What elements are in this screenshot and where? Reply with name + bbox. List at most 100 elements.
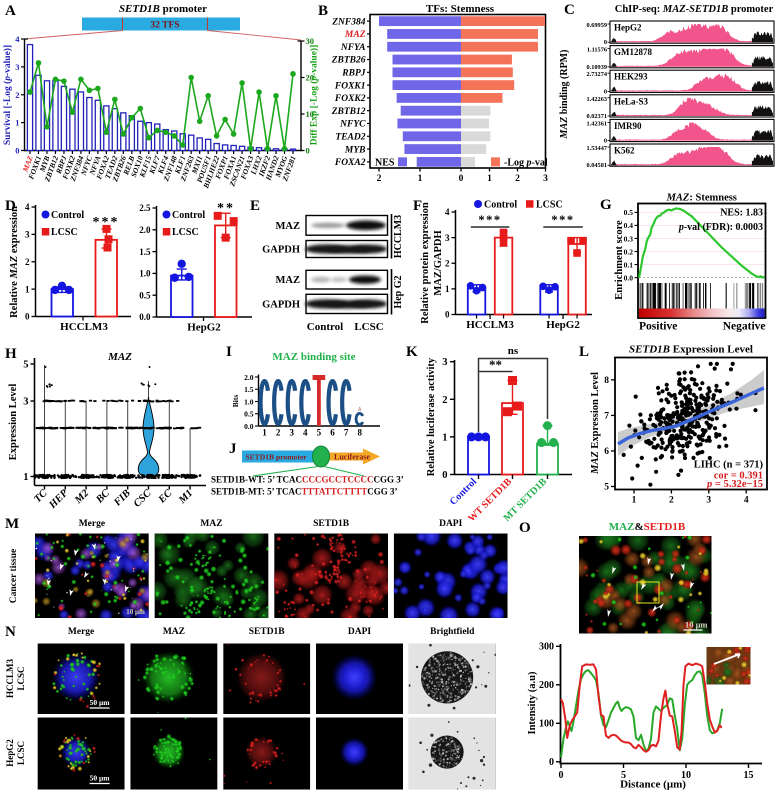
svg-text:I: I [226, 344, 232, 360]
svg-text:4: 4 [25, 202, 30, 212]
svg-text:LCSC: LCSC [16, 666, 26, 690]
svg-text:HepG2: HepG2 [5, 739, 15, 767]
svg-text:3: 3 [442, 357, 447, 368]
svg-text:0.5: 0.5 [624, 208, 634, 217]
svg-text:Merge: Merge [79, 519, 105, 529]
svg-text:LCSC: LCSC [354, 321, 383, 333]
svg-text:0.10939: 0.10939 [587, 64, 607, 71]
svg-text:cor = 0.391: cor = 0.391 [714, 471, 763, 482]
svg-text:Merge: Merge [68, 627, 94, 637]
svg-text:2: 2 [515, 174, 520, 184]
svg-text:3: 3 [445, 233, 450, 243]
svg-text:LCSC: LCSC [16, 741, 26, 765]
svg-text:HepG2: HepG2 [614, 23, 642, 33]
svg-text:300: 300 [539, 642, 554, 653]
svg-text:SETD1B: SETD1B [249, 627, 286, 637]
svg-text:7: 7 [344, 428, 349, 438]
svg-text:10: 10 [306, 109, 315, 119]
svg-text:MAZ binding (RPM): MAZ binding (RPM) [559, 50, 570, 140]
svg-text:0: 0 [15, 146, 19, 156]
svg-text:K: K [406, 344, 418, 360]
svg-text:0: 0 [25, 312, 30, 322]
svg-text:2.0: 2.0 [244, 373, 254, 382]
svg-text:0.02371: 0.02371 [587, 113, 607, 120]
svg-text:1: 1 [23, 472, 28, 483]
svg-text:ZNF384: ZNF384 [331, 17, 366, 27]
svg-text:O: O [519, 520, 531, 536]
svg-text:HepG2: HepG2 [187, 322, 221, 334]
svg-text:SETD1B: SETD1B [313, 519, 350, 529]
svg-text:G: G [600, 197, 612, 213]
svg-text:ChIP-seq: MAZ-SETD1B promoter: ChIP-seq: MAZ-SETD1B promoter [615, 4, 774, 15]
svg-text:HCCLM3: HCCLM3 [466, 319, 514, 331]
svg-text:0: 0 [604, 138, 607, 145]
svg-text:7: 7 [604, 411, 609, 421]
svg-text:FOXK2: FOXK2 [334, 94, 366, 104]
svg-text:**: ** [489, 357, 502, 372]
svg-text:p = 5.32e−15: p = 5.32e−15 [706, 479, 763, 490]
svg-text:0: 0 [445, 310, 450, 320]
svg-text:DAPI: DAPI [348, 627, 372, 637]
svg-text:B: B [318, 3, 328, 19]
svg-text:HCCLM3: HCCLM3 [60, 321, 108, 333]
svg-text:Intensity (a.u): Intensity (a.u) [527, 671, 538, 735]
svg-text:NFYC: NFYC [339, 120, 366, 130]
svg-text:NES: NES [375, 157, 395, 168]
svg-text:15: 15 [744, 770, 754, 781]
svg-text:1: 1 [442, 432, 447, 443]
svg-text:GM12878: GM12878 [614, 47, 652, 57]
svg-text:3: 3 [25, 230, 30, 240]
svg-text:1: 1 [25, 284, 30, 294]
svg-text:2: 2 [445, 258, 450, 268]
svg-text:MAZ: Stemness: MAZ: Stemness [666, 193, 737, 204]
svg-text:1.53447: 1.53447 [587, 145, 607, 152]
svg-text:H: H [5, 346, 17, 362]
svg-text:0: 0 [604, 88, 607, 95]
svg-text:MAZ&SETD1B: MAZ&SETD1B [609, 521, 686, 533]
svg-text:MAZ binding site: MAZ binding site [272, 351, 355, 363]
svg-text:TFs: Stemness: TFs: Stemness [426, 3, 495, 15]
svg-text:0.1: 0.1 [624, 260, 634, 269]
svg-text:Control: Control [484, 200, 517, 211]
svg-text:Relative luciferase activity: Relative luciferase activity [426, 357, 437, 476]
svg-text:200: 200 [539, 680, 554, 691]
svg-text:1: 1 [418, 174, 423, 184]
svg-text:3: 3 [15, 62, 19, 72]
svg-text:LCSC: LCSC [51, 227, 78, 238]
svg-text:Negative: Negative [723, 321, 766, 333]
svg-text:Expression Level: Expression Level [8, 384, 19, 461]
svg-text:Control: Control [51, 210, 84, 221]
svg-text:1.5: 1.5 [139, 247, 151, 257]
svg-text:0.0: 0.0 [139, 312, 151, 322]
svg-text:0: 0 [559, 770, 564, 781]
svg-text:0.5: 0.5 [244, 410, 254, 419]
svg-text:C: C [564, 2, 575, 18]
svg-text:N: N [5, 624, 16, 640]
svg-text:-Log p-val: -Log p-val [504, 157, 548, 168]
svg-text:Luciferase: Luciferase [334, 453, 370, 462]
svg-text:4: 4 [744, 496, 749, 506]
svg-text:3: 3 [706, 496, 711, 506]
svg-text:0: 0 [459, 174, 464, 184]
svg-text:2: 2 [15, 90, 19, 100]
svg-text:**: ** [217, 201, 235, 216]
svg-text:Control: Control [172, 210, 205, 221]
svg-text:30: 30 [306, 36, 315, 46]
svg-text:***: *** [551, 213, 574, 227]
svg-text:0.3: 0.3 [624, 234, 634, 243]
svg-text:10 μm: 10 μm [126, 608, 145, 616]
svg-text:FOXA2: FOXA2 [334, 158, 366, 168]
svg-text:0.2: 0.2 [624, 247, 634, 256]
svg-text:SETD1B Expression Level: SETD1B Expression Level [629, 344, 753, 356]
svg-text:TEAD2: TEAD2 [335, 132, 365, 142]
svg-text:ZBTB12: ZBTB12 [331, 107, 366, 117]
svg-text:32 TFS: 32 TFS [150, 21, 179, 31]
svg-text:MAZ: MAZ [276, 275, 301, 286]
svg-text:0.5: 0.5 [139, 290, 151, 300]
svg-text:MAZ Expression Level: MAZ Expression Level [590, 372, 601, 475]
svg-text:Survival [-Log (p-value)]: Survival [-Log (p-value)] [2, 45, 13, 145]
svg-text:SETD1B-MT: 5’ TCACTTTATTCTTTTC: SETD1B-MT: 5’ TCACTTTATTCTTTTCGG 3’ [211, 487, 397, 497]
svg-text:ns: ns [508, 345, 519, 357]
svg-text:0: 0 [442, 470, 447, 481]
svg-text:1.42263: 1.42263 [587, 96, 607, 103]
